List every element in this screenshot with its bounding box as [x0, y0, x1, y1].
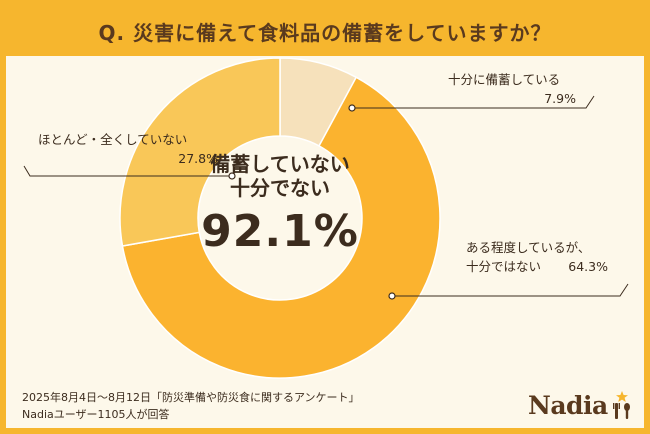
chart-title: Q. 災害に備えて食料品の備蓄をしていますか？: [98, 20, 552, 45]
slice-name-not-enough-1: ある程度しているが、: [466, 240, 591, 255]
nadia-logo: Nadia: [528, 386, 635, 420]
survey-period: 2025年8月4日〜8月12日「防災準備や防災食に関するアンケート」: [22, 391, 360, 404]
slice-value-not-enough: 64.3%: [568, 259, 608, 274]
slice-value-none: 27.8%: [178, 151, 218, 166]
title-bar: Q. 災害に備えて食料品の備蓄をしていますか？: [6, 6, 644, 56]
fork-spoon-star-icon: [612, 391, 630, 419]
center-line-2: 十分でない: [230, 176, 330, 200]
slice-none-anchor: [228, 172, 236, 180]
logo-text: Nadia: [528, 391, 608, 420]
slice-not-enough-leader: [392, 283, 629, 297]
center-summary: 備蓄していない 十分でない 92.1%: [190, 152, 370, 258]
slice-value-enough: 7.9%: [544, 91, 576, 106]
slice-none: [119, 57, 281, 247]
slice-label-not-enough: ある程度しているが、 十分ではない 64.3%: [466, 238, 626, 276]
slice-label-enough: 十分に備蓄している 7.9%: [448, 70, 588, 108]
slice-none-leader: [23, 165, 232, 177]
survey-respondents: Nadiaユーザー1105人が回答: [22, 408, 170, 421]
slice-enough-leader: [352, 95, 595, 109]
slice-label-none: ほとんど・全くしていない 27.8%: [38, 130, 228, 168]
slice-not-enough-anchor: [388, 292, 396, 300]
slice-name-enough: 十分に備蓄している: [448, 72, 561, 87]
center-line-1: 備蓄していない: [210, 152, 350, 176]
slice-name-none: ほとんど・全くしていない: [38, 132, 188, 147]
slice-not-enough: [121, 76, 441, 379]
center-value: 92.1%: [201, 206, 359, 257]
slice-enough-anchor: [348, 104, 356, 112]
slice-name-not-enough-2: 十分ではない: [466, 259, 542, 274]
